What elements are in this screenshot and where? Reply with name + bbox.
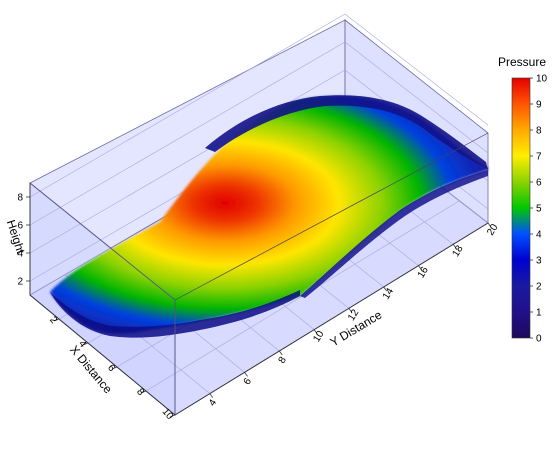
z-tick-label: 4 [17, 249, 23, 260]
y-tick-label: 20 [485, 222, 500, 238]
y-tick-label: 8 [277, 355, 290, 366]
y-tick-mark [348, 308, 353, 313]
colorbar-tick-label: 4 [536, 230, 542, 241]
colorbar-tick-label: 10 [536, 74, 548, 85]
y-tick-mark [209, 393, 214, 398]
x-tick-mark [140, 390, 147, 394]
z-tick-label: 6 [17, 221, 23, 232]
colorbar-tick-label: 2 [536, 282, 542, 293]
surface-body [50, 96, 488, 334]
colorbar-gradient [511, 77, 531, 339]
colorbar-tick-label: 9 [536, 100, 542, 111]
colorbar-title: Pressure [498, 55, 546, 69]
gridline-z [344, 13, 489, 126]
surface-rim-top [205, 95, 488, 170]
x-tick-label: 2 [47, 315, 59, 327]
z-tick-label: 8 [17, 193, 23, 204]
y-tick-mark [313, 329, 318, 334]
y-tick-mark [487, 222, 492, 228]
colorbar-tick-label: 7 [536, 152, 542, 163]
colorbar-ticks: 0 1 2 3 4 5 6 7 8 9 10 [530, 74, 548, 345]
x-tick-label: 6 [105, 363, 117, 375]
colorbar-tick-label: 6 [536, 178, 542, 189]
x-tick-mark [111, 366, 118, 370]
colorbar-tick-label: 1 [536, 308, 542, 319]
y-tick-mark [452, 244, 457, 249]
gridline-z [29, 41, 346, 226]
colorbar: Pressure 0 1 2 3 4 5 6 7 8 9 10 [498, 55, 548, 345]
y-tick-label: 14 [381, 286, 396, 302]
x-tick-mark [169, 414, 176, 418]
surface-rim-right [300, 170, 488, 298]
colorbar-tick-label: 8 [536, 126, 542, 137]
x-tick-label: 8 [134, 387, 146, 399]
colorbar-tick-label: 5 [536, 204, 542, 215]
y-tick-label: 16 [416, 265, 431, 281]
gridline-z [344, 41, 489, 154]
x-tick-mark [53, 318, 60, 322]
y-tick-mark [279, 350, 283, 356]
z-axis: 2 4 6 8 [17, 193, 30, 288]
box-edge-top-front [29, 182, 176, 301]
z-axis-title: Height [4, 218, 28, 256]
z-tick-label: 2 [17, 277, 23, 288]
y-tick-mark [383, 286, 387, 292]
colorbar-tick-label: 0 [536, 334, 542, 345]
y-tick-label: 4 [207, 397, 220, 408]
y-tick-label: 6 [242, 376, 255, 387]
y-axis-line [174, 222, 489, 416]
y-tick-label: 18 [450, 243, 465, 259]
plot-box-front [29, 132, 489, 416]
x-axis-line [29, 294, 176, 416]
box-edge-top-right [174, 132, 489, 301]
y-tick-mark [418, 265, 422, 270]
x-tick-label: 4 [76, 339, 88, 351]
gridline-z [29, 13, 346, 198]
y-tick-mark [244, 372, 248, 377]
y-tick-label: 10 [311, 329, 326, 345]
colorbar-tick-label: 3 [536, 256, 542, 267]
gridline-z [29, 69, 346, 254]
x-tick-mark [82, 342, 89, 346]
